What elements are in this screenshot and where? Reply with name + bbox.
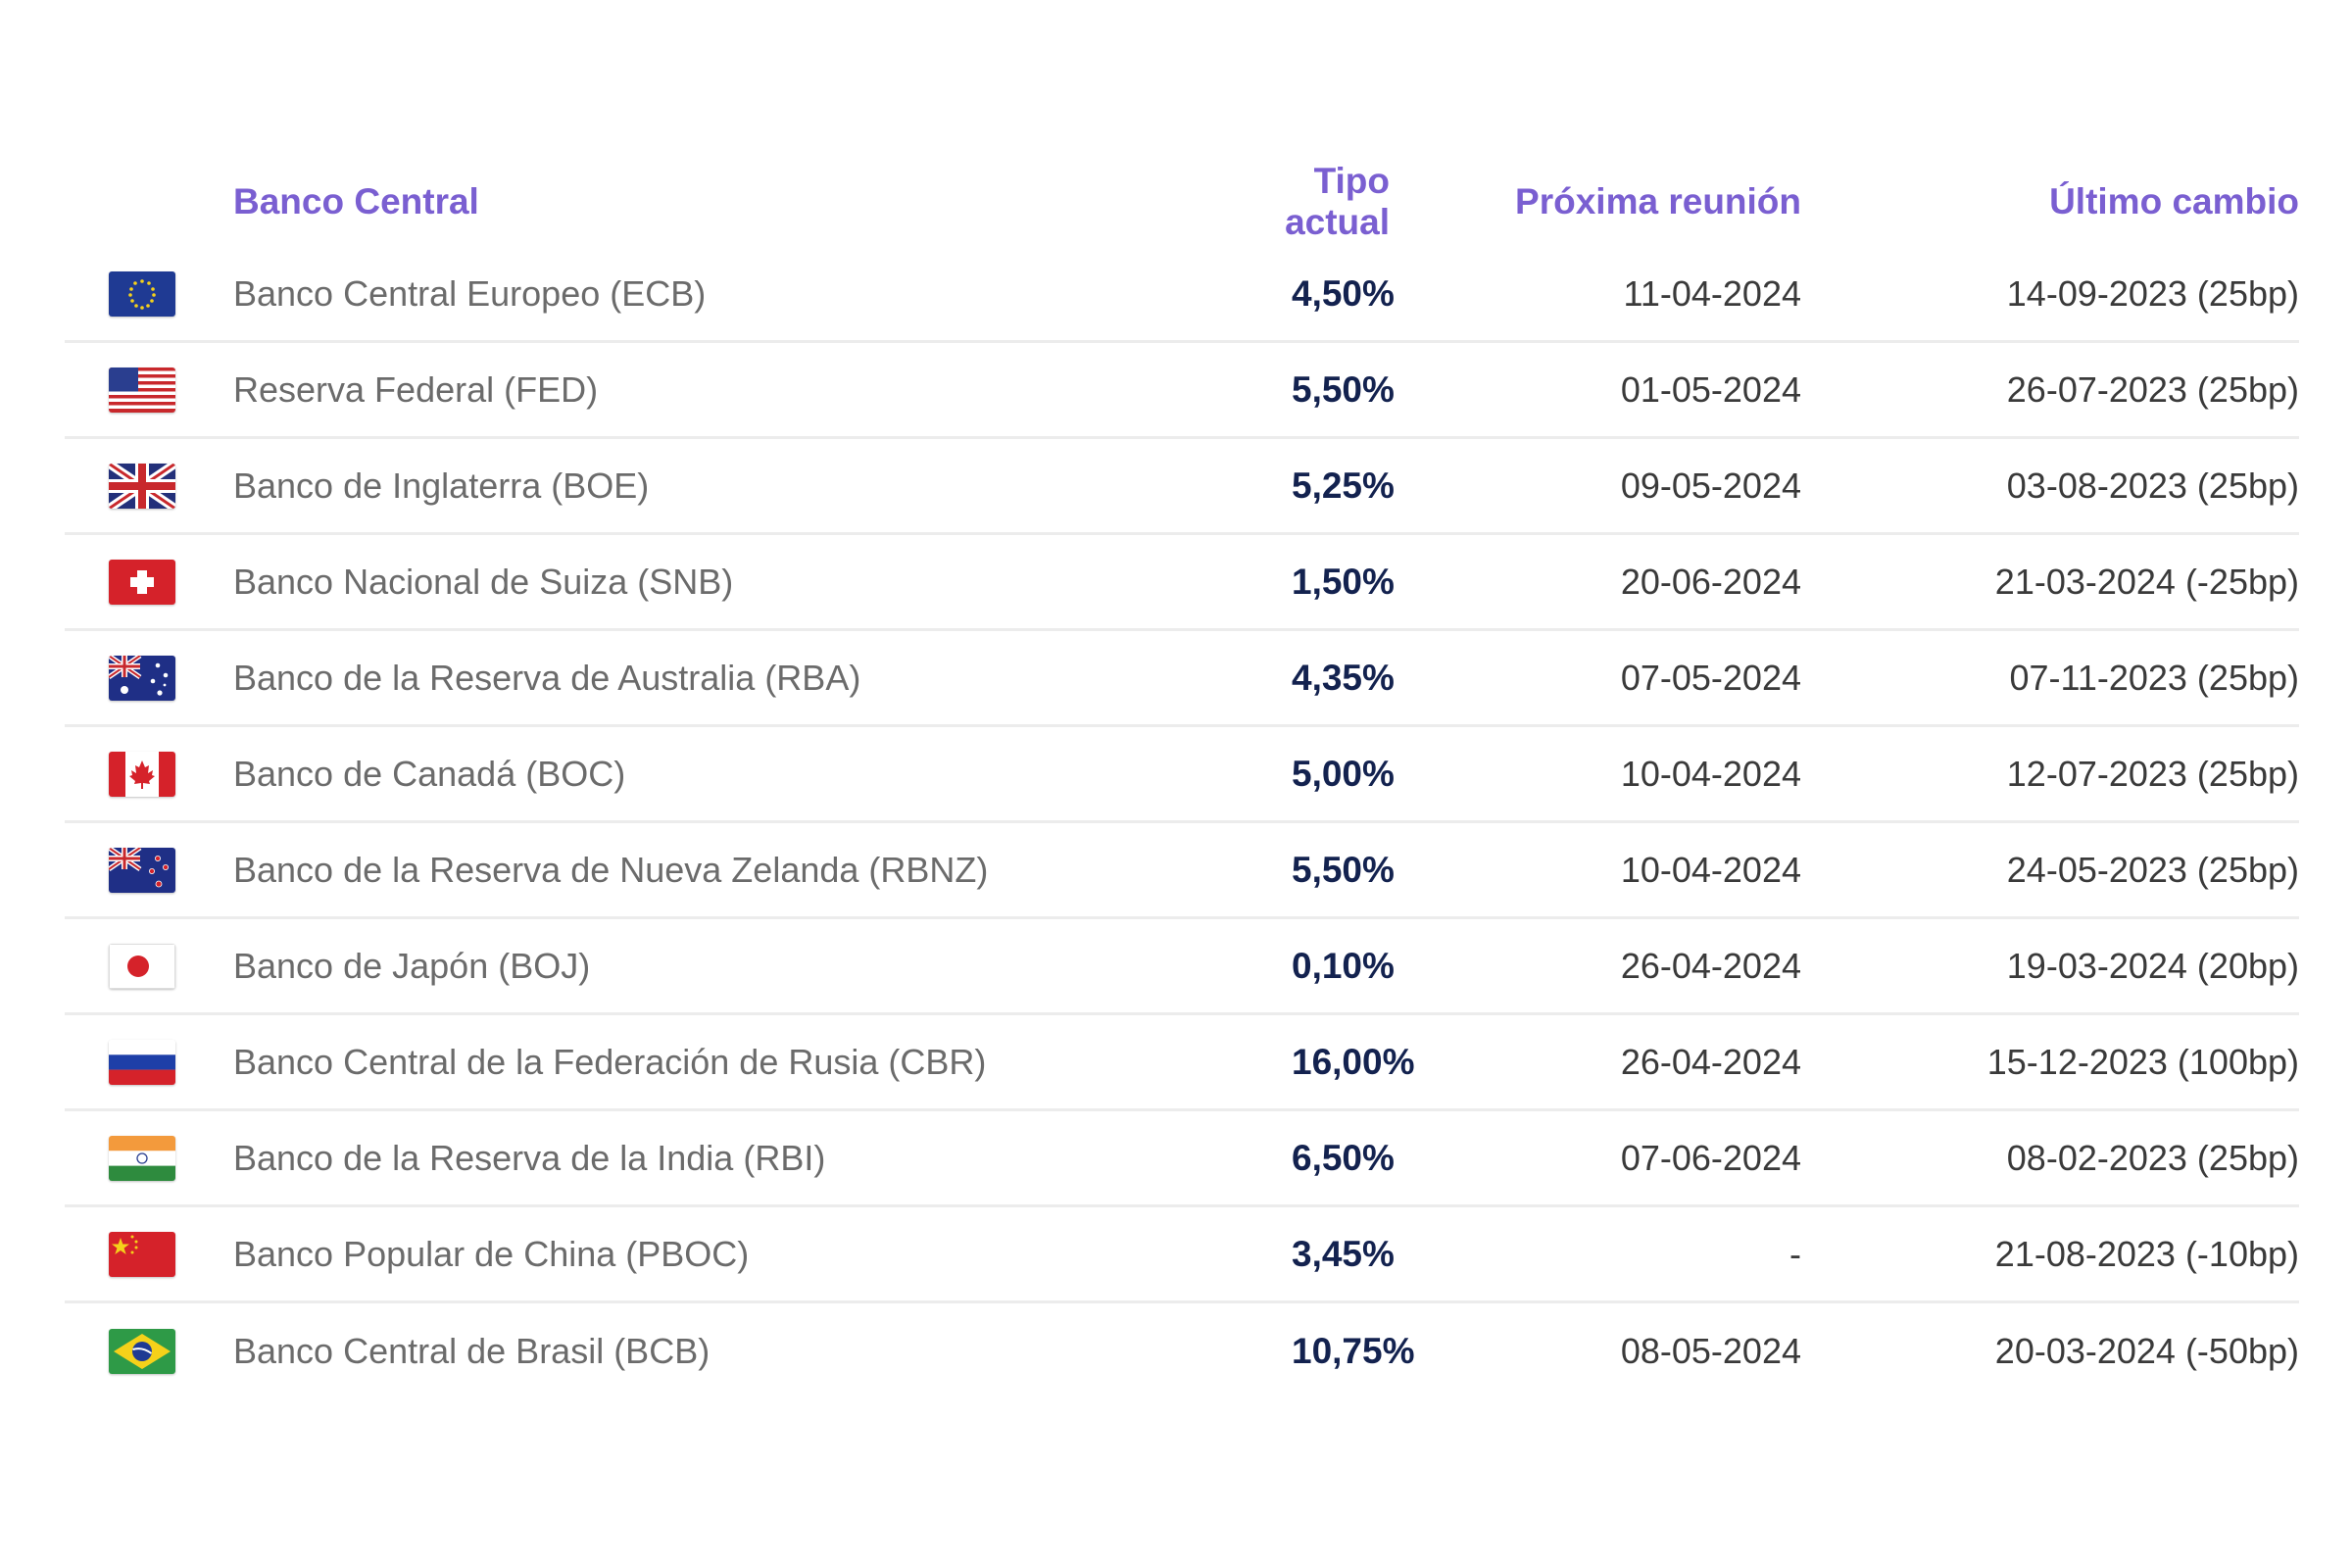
last-change: 21-08-2023 (-10bp)	[1994, 1233, 2299, 1274]
last-change: 21-03-2024 (-25bp)	[1994, 561, 2299, 602]
current-rate: 4,50%	[1292, 272, 1395, 314]
header-bank: Banco Central	[233, 181, 479, 221]
russia-flag-icon	[109, 1039, 175, 1085]
table-row: Banco Nacional de Suiza (SNB) 1,50% 20-0…	[65, 535, 2299, 631]
next-meeting: 26-04-2024	[1620, 945, 1801, 986]
bank-name: Banco Nacional de Suiza (SNB)	[233, 561, 734, 602]
header-last-change: Último cambio	[2049, 181, 2299, 221]
header-rate: Tipo actual	[1285, 161, 1390, 242]
table-row: Banco de la Reserva de Nueva Zelanda (RB…	[65, 823, 2299, 919]
last-change: 08-02-2023 (25bp)	[2006, 1137, 2299, 1178]
bank-name: Banco de Canadá (BOC)	[233, 753, 626, 794]
last-change: 20-03-2024 (-50bp)	[1994, 1331, 2299, 1371]
next-meeting: 11-04-2024	[1623, 272, 1801, 314]
current-rate: 10,75%	[1292, 1331, 1415, 1371]
table-row: Banco Popular de China (PBOC) 3,45% - 21…	[65, 1207, 2299, 1303]
new-zealand-flag-icon	[109, 847, 175, 893]
uk-flag-icon	[109, 463, 175, 509]
current-rate: 6,50%	[1292, 1137, 1395, 1178]
us-flag-icon	[109, 367, 175, 413]
last-change: 07-11-2023 (25bp)	[2009, 657, 2299, 698]
india-flag-icon	[109, 1135, 175, 1181]
eu-flag-icon	[109, 270, 175, 317]
table-row: Banco Central Europeo (ECB) 4,50% 11-04-…	[65, 247, 2299, 343]
bank-name: Banco de la Reserva de Nueva Zelanda (RB…	[233, 849, 989, 890]
bank-name: Banco Central Europeo (ECB)	[233, 272, 707, 314]
table-row: Banco Central de la Federación de Rusia …	[65, 1015, 2299, 1111]
last-change: 03-08-2023 (25bp)	[2006, 465, 2299, 506]
current-rate: 1,50%	[1292, 561, 1395, 602]
current-rate: 4,35%	[1292, 657, 1395, 698]
last-change: 12-07-2023 (25bp)	[2006, 753, 2299, 794]
last-change: 26-07-2023 (25bp)	[2006, 368, 2299, 410]
australia-flag-icon	[109, 655, 175, 701]
bank-name: Banco Central de la Federación de Rusia …	[233, 1041, 987, 1082]
last-change: 24-05-2023 (25bp)	[2006, 849, 2299, 890]
table-row: Banco Central de Brasil (BCB) 10,75% 08-…	[65, 1303, 2299, 1399]
current-rate: 16,00%	[1292, 1041, 1415, 1082]
bank-name: Banco Popular de China (PBOC)	[233, 1233, 750, 1274]
next-meeting: 26-04-2024	[1620, 1041, 1801, 1082]
next-meeting: 10-04-2024	[1620, 849, 1801, 890]
table-row: Banco de la Reserva de Australia (RBA) 4…	[65, 631, 2299, 727]
bank-name: Banco de la Reserva de la India (RBI)	[233, 1137, 826, 1178]
bank-name: Banco Central de Brasil (BCB)	[233, 1331, 710, 1371]
bank-name: Reserva Federal (FED)	[233, 368, 599, 410]
next-meeting: 01-05-2024	[1620, 368, 1801, 410]
japan-flag-icon	[109, 943, 175, 989]
brazil-flag-icon	[109, 1329, 175, 1374]
last-change: 19-03-2024 (20bp)	[2006, 945, 2299, 986]
table-row: Banco de Inglaterra (BOE) 5,25% 09-05-20…	[65, 439, 2299, 535]
table-header: Banco Central Tipo actual Próxima reunió…	[65, 157, 2299, 247]
next-meeting: 20-06-2024	[1620, 561, 1801, 602]
china-flag-icon	[109, 1231, 175, 1277]
header-next-meeting: Próxima reunión	[1515, 181, 1801, 221]
last-change: 14-09-2023 (25bp)	[2006, 272, 2299, 314]
table-row: Banco de Japón (BOJ) 0,10% 26-04-2024 19…	[65, 919, 2299, 1015]
central-bank-rates-table: Banco Central Tipo actual Próxima reunió…	[65, 157, 2299, 1399]
next-meeting: 09-05-2024	[1620, 465, 1801, 506]
current-rate: 5,25%	[1292, 465, 1395, 506]
current-rate: 0,10%	[1292, 945, 1395, 986]
bank-name: Banco de Japón (BOJ)	[233, 945, 591, 986]
next-meeting: 08-05-2024	[1620, 1331, 1801, 1371]
next-meeting: 07-06-2024	[1620, 1137, 1801, 1178]
table-body: Banco Central Europeo (ECB) 4,50% 11-04-…	[65, 247, 2299, 1399]
table-row: Reserva Federal (FED) 5,50% 01-05-2024 2…	[65, 343, 2299, 439]
current-rate: 5,00%	[1292, 753, 1395, 794]
canada-flag-icon	[109, 751, 175, 797]
swiss-flag-icon	[109, 559, 175, 605]
bank-name: Banco de la Reserva de Australia (RBA)	[233, 657, 861, 698]
last-change: 15-12-2023 (100bp)	[1986, 1041, 2299, 1082]
table-row: Banco de Canadá (BOC) 5,00% 10-04-2024 1…	[65, 727, 2299, 823]
next-meeting: -	[1789, 1233, 1801, 1274]
current-rate: 3,45%	[1292, 1233, 1395, 1274]
bank-name: Banco de Inglaterra (BOE)	[233, 465, 650, 506]
current-rate: 5,50%	[1292, 368, 1395, 410]
next-meeting: 07-05-2024	[1620, 657, 1801, 698]
current-rate: 5,50%	[1292, 849, 1395, 890]
next-meeting: 10-04-2024	[1620, 753, 1801, 794]
table-row: Banco de la Reserva de la India (RBI) 6,…	[65, 1111, 2299, 1207]
